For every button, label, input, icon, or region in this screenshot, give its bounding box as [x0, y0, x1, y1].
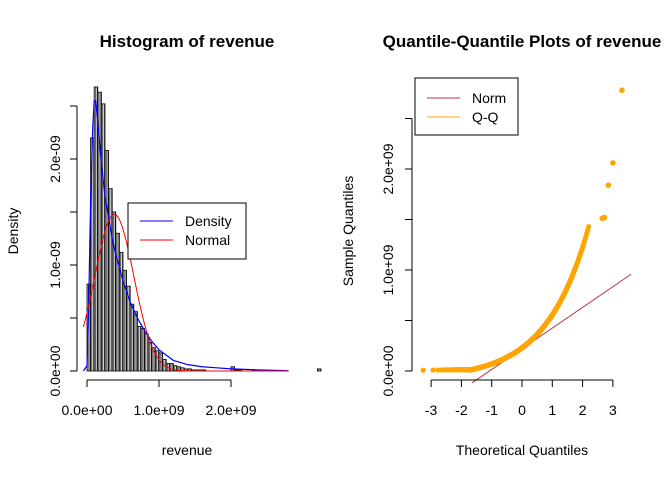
qq-x-tick-label: -3	[425, 402, 438, 418]
qq-legend: Norm Q-Q	[414, 77, 519, 136]
qq-y-tick-label: 0.0e+00	[380, 345, 396, 396]
legend-density-label: Density	[185, 213, 232, 229]
histogram-bar	[316, 368, 322, 372]
density-line	[82, 100, 289, 372]
qq-x-tick-label: -1	[485, 402, 498, 418]
histogram-y-label: Density	[5, 208, 21, 255]
histogram-x-label: revenue	[162, 442, 213, 458]
qq-x-tick-label: -2	[455, 402, 468, 418]
histogram-y-tick-label: 2.0e-09	[47, 135, 63, 183]
qq-legend-box	[414, 77, 519, 136]
qq-outlier-point	[619, 87, 625, 94]
qq-y-tick-label: 2.0e+09	[380, 143, 396, 194]
qq-x-label: Theoretical Quantiles	[456, 442, 588, 458]
qq-x-tick-label: 3	[609, 402, 617, 418]
histogram-x-tick-label: 0.0e+00	[62, 402, 113, 418]
qq-x-axis: -3 -2 -1 0 1 2 3	[425, 379, 617, 418]
qq-reference-line	[471, 273, 632, 384]
legend-normal-label: Normal	[185, 232, 230, 248]
qq-panel: Quantile-Quantile Plots of revenue -3 -2-…	[340, 32, 661, 458]
qq-x-tick-label: 2	[579, 402, 587, 418]
qq-point	[430, 367, 436, 373]
qq-y-tick-label: 1.0e+09	[380, 244, 396, 295]
qq-point	[420, 367, 426, 373]
qq-outlier-point	[610, 160, 616, 166]
normal-line	[82, 213, 289, 372]
histogram-legend-box	[127, 202, 247, 260]
histogram-y-axis: 0.0e+00 1.0e-09 2.0e-09	[47, 105, 78, 397]
qq-title: Quantile-Quantile Plots of revenue	[383, 32, 662, 51]
qq-outlier-point	[601, 214, 608, 221]
histogram-normal-curve	[82, 213, 289, 372]
legend-norm-label: Norm	[472, 90, 506, 106]
qq-point	[586, 224, 592, 230]
histogram-legend: Density Normal	[127, 202, 247, 260]
qq-outlier-point	[605, 182, 612, 188]
histogram-title: Histogram of revenue	[100, 32, 275, 51]
histogram-density-curve	[82, 100, 289, 372]
histogram-panel: Histogram of revenue 0.0e+00 1.0e+09 2.0e+…	[5, 32, 322, 458]
histogram-x-tick-label: 1.0e+09	[134, 402, 185, 418]
histogram-y-tick-label: 1.0e-09	[47, 241, 63, 289]
qq-points	[420, 87, 625, 373]
qq-norm-line	[471, 273, 632, 384]
qq-y-label: Sample Quantiles	[340, 176, 356, 287]
qq-x-tick-label: 0	[518, 402, 526, 418]
histogram-x-tick-label: 2.0e+09	[206, 402, 257, 418]
legend-qq-label: Q-Q	[472, 109, 499, 125]
histogram-bars	[86, 86, 322, 372]
histogram-x-axis: 0.0e+00 1.0e+09 2.0e+09	[62, 379, 257, 418]
histogram-y-tick-label: 0.0e+00	[47, 345, 63, 396]
qq-y-axis: 0.0e+00 1.0e+09 2.0e+09	[380, 118, 413, 397]
qq-x-tick-label: 1	[548, 402, 556, 418]
